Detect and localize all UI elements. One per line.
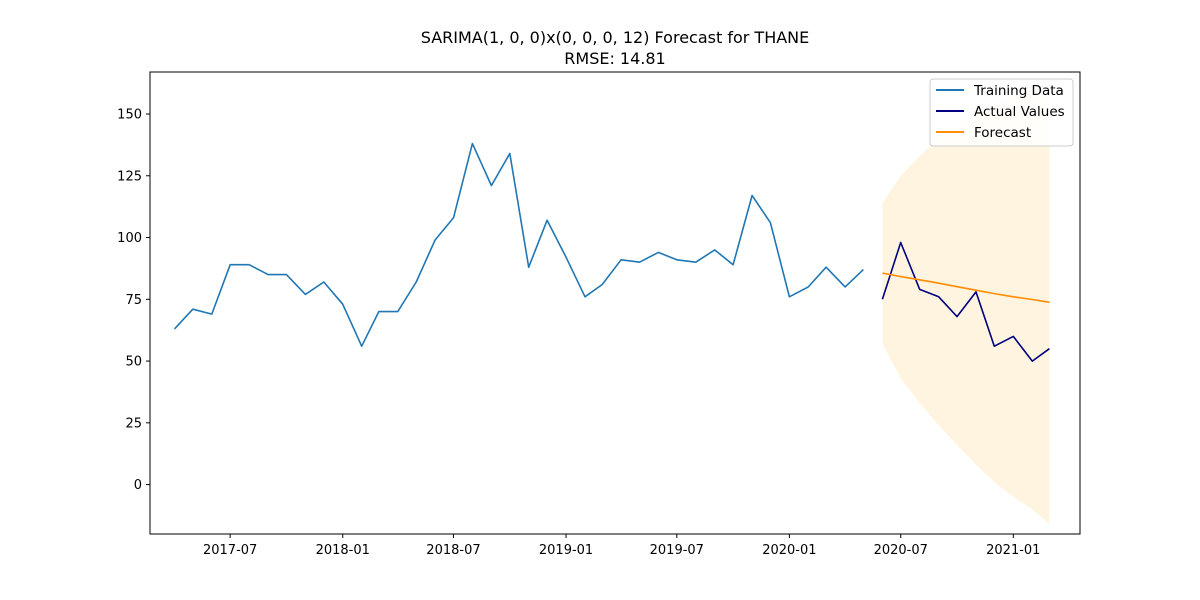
x-tick-label: 2021-01 <box>986 543 1040 558</box>
plot-frame <box>149 71 1081 535</box>
legend-box <box>929 78 1074 147</box>
y-tick-label: 100 <box>117 231 142 246</box>
legend-label-actual-values: Actual Values <box>974 104 1065 120</box>
x-tick-label: 2020-01 <box>762 543 816 558</box>
plot-area <box>173 81 1050 525</box>
x-tick-label: 2018-07 <box>426 543 480 558</box>
y-tick-label: 25 <box>125 416 142 431</box>
legend-label-training-data: Training Data <box>973 83 1064 99</box>
x-tick-label: 2020-07 <box>874 543 928 558</box>
y-tick-label: 0 <box>134 478 142 493</box>
legend: Training Data Actual Values Forecast <box>929 78 1074 147</box>
legend-label-forecast: Forecast <box>974 125 1031 141</box>
y-tick-label: 50 <box>125 355 142 370</box>
y-tick-label: 125 <box>117 169 142 184</box>
series-line-training-data <box>173 142 864 348</box>
x-tick-label: 2019-07 <box>650 543 704 558</box>
y-tick-label: 75 <box>125 293 142 308</box>
y-tick-label: 150 <box>117 108 142 123</box>
x-tick-label: 2017-07 <box>203 543 257 558</box>
series-line-forecast <box>882 272 1050 304</box>
chart-title: SARIMA(1, 0, 0)x(0, 0, 0, 12) Forecast f… <box>421 28 810 47</box>
confidence-band <box>882 81 1050 525</box>
x-tick-label: 2019-01 <box>539 543 593 558</box>
chart-subtitle: RMSE: 14.81 <box>564 49 665 68</box>
series-line-actual-values <box>881 241 1050 362</box>
y-axis: 0 25 50 75 100 125 150 <box>117 108 150 493</box>
x-tick-label: 2018-01 <box>316 543 370 558</box>
x-axis: 2017-07 2018-01 2018-07 2019-01 2019-07 2020-… <box>203 534 1040 558</box>
